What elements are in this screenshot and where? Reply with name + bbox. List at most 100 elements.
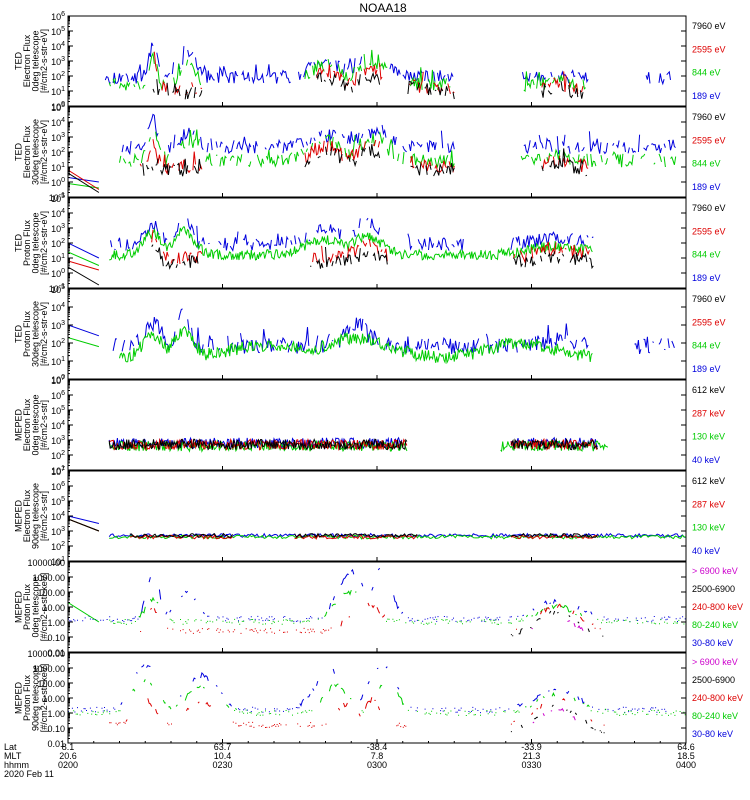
panel-meped-p-0deg-series-1 (68, 589, 686, 625)
panel-ted-p-0deg-series-3 (68, 244, 594, 286)
panel-meped-p-90deg-legend-2: 240-800 keV (692, 693, 743, 703)
panel-meped-p-90deg-legend-4: 30-80 keV (692, 729, 733, 739)
panel-ted-p-0deg-ytick-label-5: 104 (51, 208, 65, 219)
panel-ted-e-30deg-ytick-label-0: 10-1 (49, 192, 65, 203)
panel-ted-p-0deg-ytick-label-3: 102 (51, 238, 65, 249)
panel-meped-e-0deg-ylabel-0: MEPED (13, 409, 23, 442)
panel-ted-p-30deg-legend-3: 189 eV (692, 364, 721, 374)
panel-meped-e-0deg-ytick-label-3: 104 (51, 420, 65, 431)
panel-ted-p-30deg-ylabel-3: [#/cm2-s-str-eV] (39, 302, 49, 366)
panel-meped-e-90deg-legend-0: 612 keV (692, 476, 725, 486)
panel-meped-e-0deg-ylabel-2: 0deg telescope (30, 394, 40, 455)
panel-meped-e-90deg-series (68, 515, 686, 540)
xaxis-tick-3-lat: -33.9 (521, 742, 542, 752)
panel-meped-p-90deg-ytick-label-5: 1000.00 (32, 664, 65, 674)
panel-ted-e-30deg-ylabel-0: TED (13, 142, 23, 161)
panel-ted-e-0deg-ytick-label-2: 102 (51, 71, 65, 82)
panel-ted-e-30deg-ytick-label-5: 104 (51, 117, 65, 128)
panel-ted-p-30deg-ytick-label-2: 102 (51, 338, 65, 349)
panel-ted-p-30deg-ytick-label-1: 101 (51, 356, 65, 367)
panel-ted-e-0deg-ytick-label-1: 101 (51, 86, 65, 97)
panel-meped-p-0deg-ytick-label-5: 1000.00 (32, 573, 65, 583)
panel-meped-e-90deg-series-3 (68, 518, 598, 539)
panel-ted-p-30deg-frame (67, 288, 687, 380)
panel-ted-p-30deg-legend-0: 7960 eV (692, 294, 726, 304)
panel-ted-p-30deg-series (68, 308, 675, 365)
panel-ted-e-30deg-series-3 (68, 144, 588, 193)
panel-ted-e-30deg-legend-0: 7960 eV (692, 112, 726, 122)
panel-ted-e-30deg-ytick-label-2: 101 (51, 162, 65, 173)
panel-ted-e-0deg-ytick-label-3: 103 (51, 56, 65, 67)
panel-ted-e-30deg-ytick-label-1: 100 (51, 177, 65, 188)
panel-ted-e-0deg-series (105, 43, 675, 100)
panel-ted-p-30deg-legend-1: 2595 eV (692, 317, 726, 327)
panel-meped-p-0deg-legend-4: 30-80 keV (692, 638, 733, 648)
panel-meped-e-90deg-ytick-label-1: 102 (51, 541, 65, 552)
panel-ted-e-30deg-series-1 (68, 129, 677, 189)
panel-meped-p-90deg-series-0 (68, 665, 683, 713)
panel-meped-e-0deg-ylabel-3: [#/cm2-s-str] (39, 400, 49, 450)
xaxis-row-label-1: MLT (4, 751, 22, 761)
panel-ted-p-0deg-legend-0: 7960 eV (692, 203, 726, 213)
xaxis-tick-0-mlt: 20.6 (59, 751, 77, 761)
xaxis-tick-2-hhmm: 0300 (367, 760, 387, 770)
panel-ted-p-30deg-ytick-label-0: 100 (51, 374, 65, 385)
panel-ted-e-0deg-frame (67, 15, 687, 107)
panel-ted-e-30deg-frame (67, 106, 687, 198)
xaxis-tick-2-mlt: 7.8 (371, 751, 384, 761)
panel-meped-p-90deg-series-4 (533, 709, 581, 725)
panel-meped-p-0deg-frame (67, 561, 687, 653)
panel-meped-e-0deg-ytick-label-2: 103 (51, 435, 65, 446)
panel-meped-p-90deg-ytick-label-6: 10000.00 (27, 649, 65, 659)
panel-meped-p-0deg-legend-3: 80-240 keV (692, 620, 738, 630)
panel-meped-e-0deg-ytick-label-0: 101 (51, 465, 65, 476)
panel-meped-p-0deg-ytick-label-3: 10.00 (42, 603, 65, 613)
panel-meped-p-90deg-series-3 (510, 704, 605, 734)
panel-ted-e-0deg-ylabel-0: TED (13, 51, 23, 70)
panel-ted-e-30deg-legend-3: 189 eV (692, 182, 721, 192)
panel-meped-e-90deg-ylabel-2: 90deg telescope (30, 483, 40, 549)
panel-meped-p-0deg-ylabel-0: MEPED (13, 591, 23, 624)
panel-meped-p-0deg-series (68, 567, 686, 637)
panel-ted-e-0deg-ytick-label-0: 100 (51, 101, 65, 112)
panel-meped-p-90deg-ytick-label-2: 1.00 (47, 709, 65, 719)
panel-meped-p-0deg-ytick-label-1: 0.10 (47, 633, 65, 643)
panel-meped-p-0deg-series-0 (68, 567, 686, 623)
panel-meped-p-90deg-series-1 (68, 679, 686, 716)
xaxis-tick-3-hhmm: 0330 (521, 760, 541, 770)
panel-meped-p-0deg-series-3 (510, 610, 604, 637)
panel-meped-e-0deg-ytick-label-6: 107 (51, 375, 65, 386)
panel-ted-e-0deg-legend-2: 844 eV (692, 68, 721, 78)
panel-ted-p-30deg-ylabel-0: TED (13, 324, 23, 343)
panel-meped-e-0deg-legend-0: 612 keV (692, 385, 725, 395)
panel-ted-p-30deg-series-0 (68, 308, 675, 355)
xaxis-tick-2-lat: -38.4 (367, 742, 388, 752)
panel-meped-e-90deg-ylabel-3: [#/cm2-s-str] (39, 491, 49, 541)
panel-ted-e-0deg-ytick-label-4: 104 (51, 41, 65, 52)
xaxis-row-label-0: Lat (4, 742, 17, 752)
panel-ted-p-0deg-legend-3: 189 eV (692, 273, 721, 283)
panel-ted-p-0deg-ylabel-2: 0deg telescope (30, 212, 40, 273)
panel-meped-e-90deg-frame (67, 470, 687, 562)
panel-ted-e-0deg-legend-1: 2595 eV (692, 44, 726, 54)
panel-ted-p-0deg-legend-1: 2595 eV (692, 226, 726, 236)
panel-meped-e-90deg-legend-3: 40 keV (692, 546, 720, 556)
panel-ted-e-0deg-ytick-label-6: 106 (51, 11, 65, 22)
panel-meped-e-0deg-frame (67, 379, 687, 471)
panel-meped-p-90deg-ytick-label-4: 100.00 (37, 679, 65, 689)
panel-meped-p-0deg: 0.01 0.10 1.00 10.00 100.00 1000.00 10000.00 ME… (13, 558, 743, 658)
panel-ted-p-0deg-legend-2: 844 eV (692, 250, 721, 260)
panel-meped-p-90deg-ylabel-0: MEPED (13, 682, 23, 715)
panel-meped-p-0deg-ytick-label-2: 1.00 (47, 618, 65, 628)
xaxis-tick-4-mlt: 18.5 (677, 751, 695, 761)
panel-ted-e-0deg-series-0 (105, 43, 675, 84)
panel-ted-p-0deg-ylabel-0: TED (13, 233, 23, 252)
xaxis-tick-4-lat: 64.6 (677, 742, 695, 752)
panel-meped-e-90deg-ytick-label-3: 104 (51, 511, 65, 522)
panel-ted-e-30deg-legend-2: 844 eV (692, 159, 721, 169)
panel-meped-p-90deg: 0.01 0.10 1.00 10.00 100.00 1000.00 10000.00 ME… (13, 649, 743, 749)
